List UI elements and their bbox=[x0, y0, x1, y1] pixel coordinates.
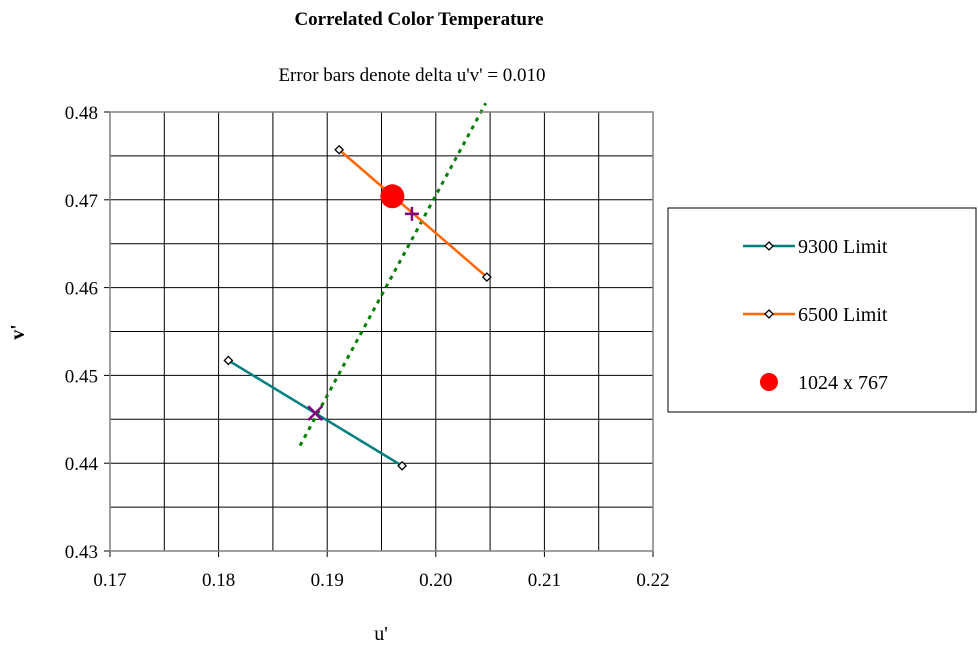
cross-marker bbox=[307, 405, 324, 422]
chart-subtitle: Error bars denote delta u'v' = 0.010 bbox=[278, 65, 545, 86]
y-tick-label: 0.48 bbox=[65, 103, 98, 124]
trendline bbox=[298, 102, 488, 447]
data-point bbox=[380, 184, 405, 209]
legend-swatch-marker bbox=[760, 373, 778, 391]
legend-swatch-marker bbox=[764, 241, 774, 251]
plot-border bbox=[109, 111, 654, 552]
legend-label: 9300 Limit bbox=[798, 236, 888, 258]
y-tick-label: 0.44 bbox=[65, 454, 99, 475]
x-axis-label: u' bbox=[374, 623, 388, 645]
data-point bbox=[397, 460, 408, 471]
y-tick-label: 0.46 bbox=[65, 279, 98, 300]
x-tick-label: 0.20 bbox=[419, 570, 452, 591]
grid bbox=[110, 112, 653, 551]
series-layer bbox=[223, 102, 492, 471]
y-tick-label: 0.47 bbox=[65, 191, 98, 212]
data-point bbox=[334, 144, 345, 155]
data-point bbox=[481, 272, 492, 282]
chart-title: Correlated Color Temperature bbox=[294, 9, 543, 30]
y-tick-label: 0.45 bbox=[65, 366, 98, 387]
y-axis-label: v' bbox=[7, 324, 29, 340]
data-point bbox=[223, 355, 234, 366]
legend-items: 9300 Limit 6500 Limit 1024 x 767 bbox=[743, 236, 888, 394]
legend-label: 1024 x 767 bbox=[798, 372, 888, 394]
ticks: 0.17 0.18 0.19 0.20 0.21 0.22 0.43 0.44 0.45 0.46… bbox=[65, 103, 670, 591]
x-tick-label: 0.18 bbox=[202, 570, 235, 591]
x-tick-label: 0.22 bbox=[636, 570, 669, 591]
x-tick-label: 0.21 bbox=[528, 570, 561, 591]
legend: 9300 Limit 6500 Limit 1024 x 767 bbox=[667, 207, 977, 413]
legend-label: 6500 Limit bbox=[798, 304, 888, 326]
legend-box bbox=[667, 207, 977, 413]
y-tick-label: 0.43 bbox=[65, 542, 98, 563]
x-tick-label: 0.17 bbox=[93, 570, 126, 591]
x-tick-label: 0.19 bbox=[311, 570, 344, 591]
legend-swatch-marker bbox=[764, 309, 774, 319]
